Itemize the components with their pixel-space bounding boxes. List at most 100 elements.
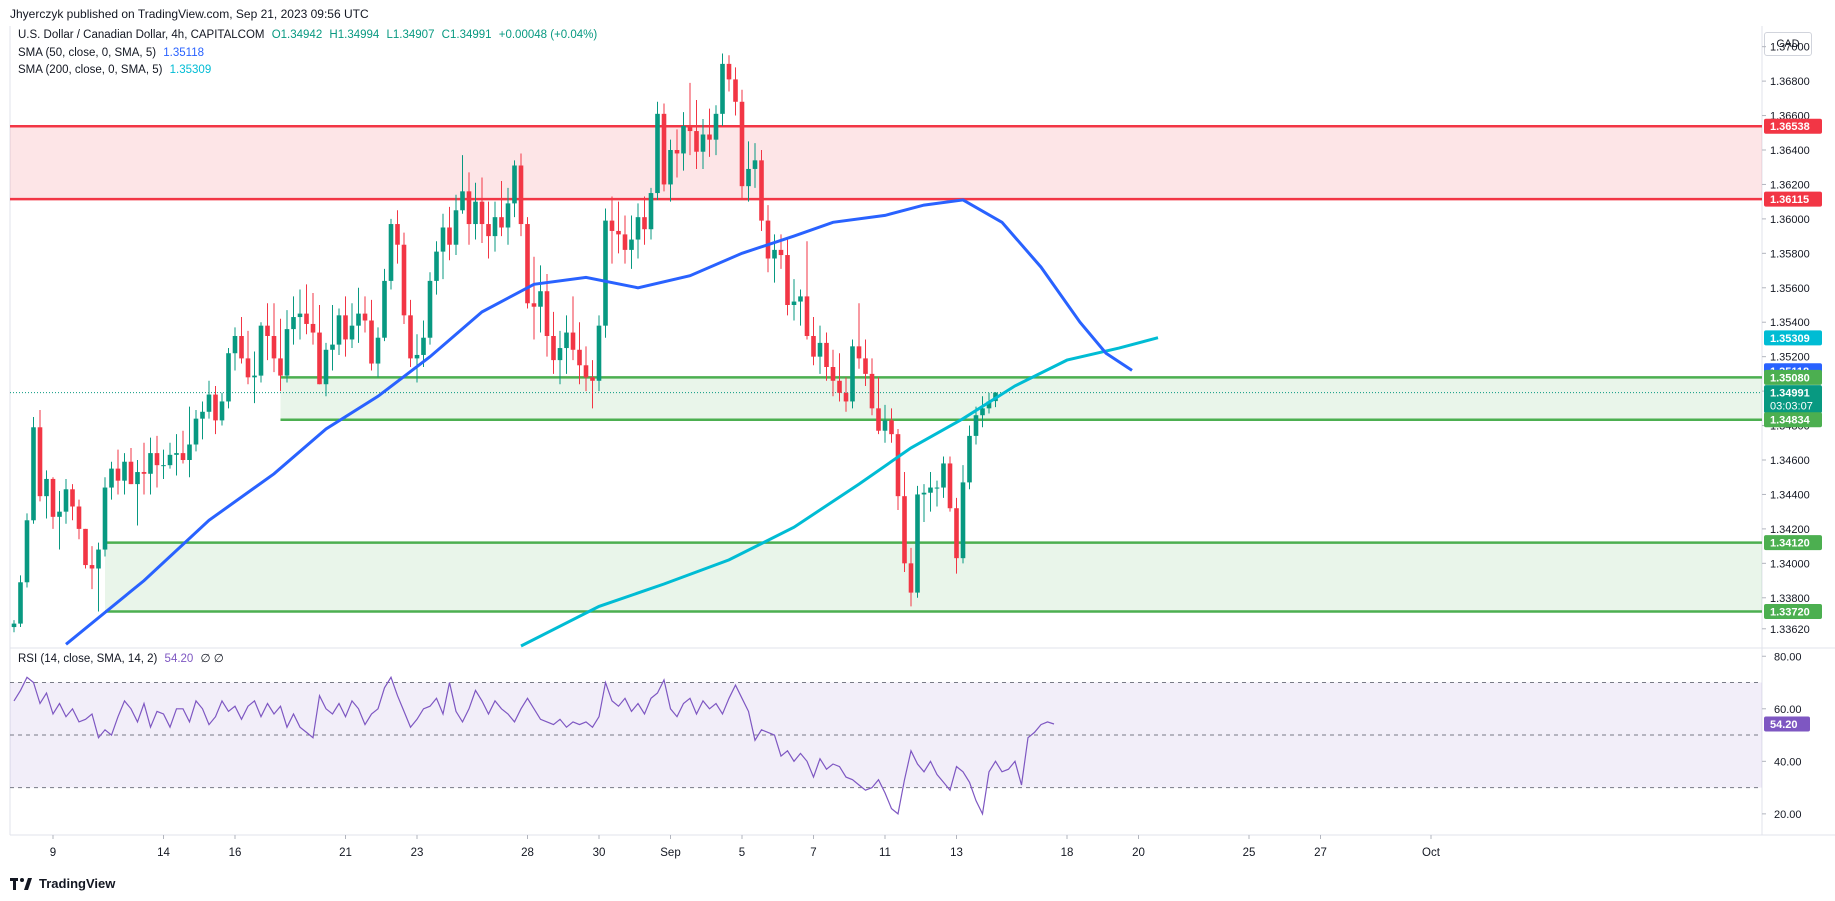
sma200-legend[interactable]: SMA (200, close, 0, SMA, 5) 1.35309 [18, 64, 215, 76]
candle-body [109, 468, 114, 488]
candle-body [531, 303, 537, 307]
candle-body [720, 63, 725, 114]
price-tick-label: 1.35600 [1770, 283, 1810, 295]
candle-body [590, 377, 595, 381]
candle-body [96, 549, 101, 569]
zone-fill-0 [10, 126, 1762, 200]
candle-body [752, 160, 758, 169]
candle-body [297, 313, 303, 318]
candle-body [271, 336, 277, 359]
candle-body [330, 344, 335, 350]
candle-body [668, 150, 673, 185]
rsi-legend[interactable]: RSI (14, close, SMA, 14, 2) 54.20 ∅ ∅ [18, 651, 228, 665]
price-label-bg [1764, 363, 1822, 379]
candle-body [830, 367, 836, 381]
rsi-extra: ∅ ∅ [200, 653, 224, 665]
price-tick-label: 1.36000 [1770, 214, 1810, 226]
candle-body [362, 313, 368, 321]
candle-body [713, 113, 719, 140]
price-label-bg [1764, 118, 1822, 134]
price-label: 1.35080 [1770, 372, 1810, 384]
candle-body [837, 380, 842, 393]
zone-fill-1 [280, 377, 1762, 420]
candle-body [505, 203, 511, 228]
candle-body [583, 365, 589, 378]
candle-body [167, 454, 173, 466]
candle-body [635, 217, 641, 240]
candle-body [421, 337, 426, 355]
candle-body [960, 482, 966, 559]
symbol-title: U.S. Dollar / Canadian Dollar, 4h, CAPIT… [18, 29, 265, 41]
candle-body [785, 255, 790, 305]
candle-body [317, 332, 322, 385]
publish-info: Jhyerczyk published on TradingView.com, … [10, 7, 369, 21]
candle-body [401, 244, 407, 316]
candle-body [245, 358, 251, 378]
candle-body [102, 487, 108, 550]
sma50-legend[interactable]: SMA (50, close, 0, SMA, 5) 1.35118 [18, 47, 208, 59]
price-label-bg [1764, 330, 1822, 346]
candle-body [193, 418, 199, 445]
candle-body [37, 427, 43, 497]
candle-body [824, 342, 829, 367]
time-tick-label: 5 [739, 847, 745, 859]
candle-body [343, 315, 348, 340]
candle-body [135, 472, 140, 485]
rsi-tick-label: 20.00 [1774, 809, 1802, 821]
candle-body [869, 373, 875, 409]
candle-body [336, 315, 342, 345]
tradingview-logo-icon [10, 877, 32, 890]
time-tick-label: 18 [1061, 847, 1074, 859]
candle-body [908, 563, 914, 593]
ohlc-close: C1.34991 [441, 29, 492, 41]
candle-body [687, 125, 693, 132]
candle-body [252, 375, 257, 378]
candle-body [50, 478, 56, 517]
candle-body [622, 234, 628, 250]
tradingview-logo[interactable]: TradingView [10, 876, 115, 891]
price-label: 1.35309 [1770, 333, 1810, 345]
price-tick-label: 1.34800 [1770, 421, 1810, 433]
price-tick-label: 1.34000 [1770, 558, 1810, 570]
candle-body [57, 511, 62, 517]
candle-body [310, 323, 316, 333]
candle-body [804, 296, 810, 336]
rsi-tick-label: 80.00 [1774, 651, 1802, 663]
candle-body [200, 411, 205, 419]
price-tick-label: 1.34600 [1770, 455, 1810, 467]
time-tick-label: 13 [950, 847, 963, 859]
candle-body [876, 408, 881, 431]
candle-body [941, 463, 946, 488]
candle-body [947, 463, 953, 509]
candle-body [83, 528, 88, 566]
price-tick-label: 1.36400 [1770, 145, 1810, 157]
candle-body [388, 224, 394, 281]
candle-body [843, 392, 849, 402]
candle-body [395, 224, 400, 245]
candle-body [323, 349, 329, 385]
candle-body [850, 346, 855, 402]
candle-body [661, 113, 667, 185]
candle-body [128, 461, 134, 485]
candle-body [921, 492, 927, 495]
candle-body [369, 320, 374, 364]
candle-body [934, 487, 940, 489]
time-tick-label: 20 [1132, 847, 1145, 859]
time-tick-label: 16 [229, 847, 242, 859]
time-tick-label: 7 [810, 847, 816, 859]
candle-body [694, 131, 699, 152]
time-tick-label: 11 [879, 847, 891, 859]
candle-body [856, 346, 862, 359]
currency-button[interactable]: CAD [1764, 32, 1812, 56]
candle-body [759, 160, 764, 221]
candle-body [518, 165, 524, 225]
ohlc-change: +0.00048 (+0.04%) [498, 29, 598, 41]
price-tick-label: 1.34400 [1770, 489, 1810, 501]
sma200-line [520, 336, 1159, 648]
price-label: 1.36115 [1770, 194, 1809, 206]
candle-body [726, 63, 732, 80]
candle-body [700, 134, 706, 152]
candle-body [44, 478, 49, 497]
candle-body [258, 325, 264, 376]
candle-body [538, 291, 543, 307]
